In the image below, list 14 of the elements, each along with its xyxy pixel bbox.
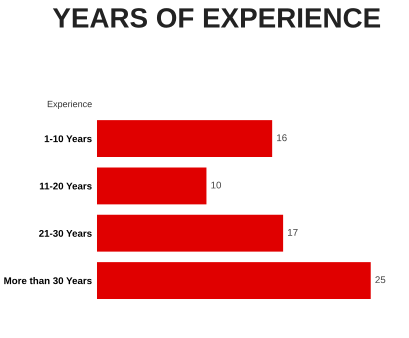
data-label: 10: [211, 182, 222, 189]
chart-title: YEARS OF EXPERIENCE: [52, 8, 380, 28]
y-tick-label: 11-20 Years: [40, 182, 92, 190]
data-label: 25: [375, 276, 386, 284]
data-label: 17: [288, 229, 298, 236]
y-tick-label: More than 30 Years: [4, 277, 92, 284]
y-axis-title: Experience: [48, 100, 92, 109]
bar: [96, 262, 371, 299]
y-tick-label: 21-30 Years: [39, 230, 92, 237]
bar: [96, 120, 272, 158]
data-label: 16: [277, 134, 287, 142]
bar: [96, 167, 206, 204]
bar: [96, 214, 284, 252]
y-tick-label: 1-10 Years: [44, 135, 92, 142]
